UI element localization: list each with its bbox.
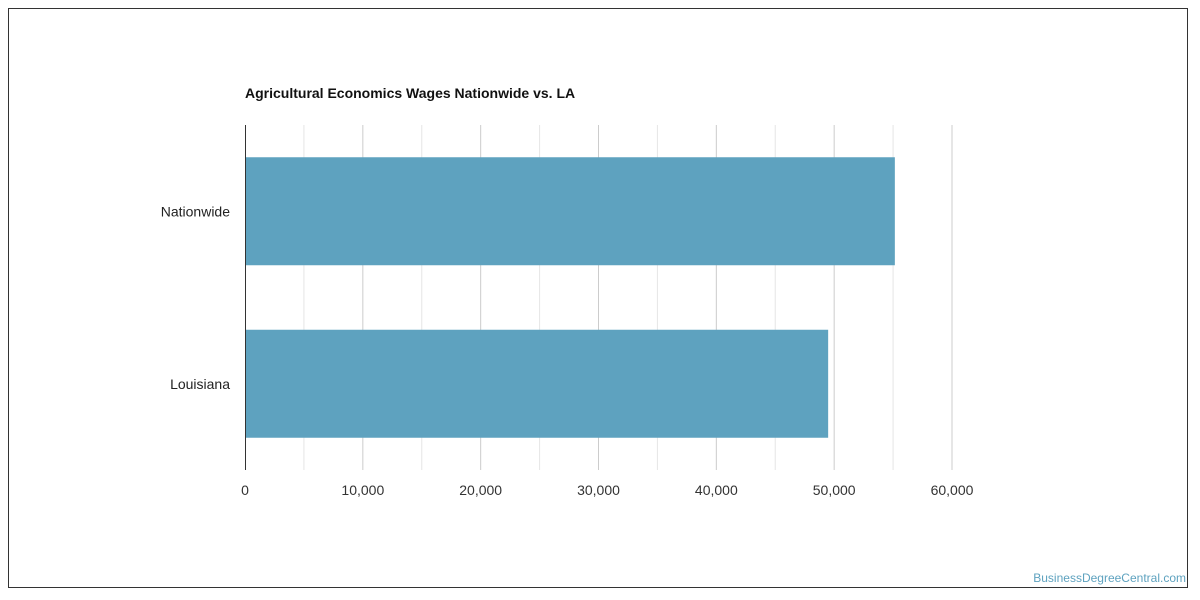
x-tick-label: 20,000 [459,482,502,498]
x-tick-label: 60,000 [931,482,974,498]
x-tick-label: 10,000 [341,482,384,498]
chart-title: Agricultural Economics Wages Nationwide … [245,85,576,101]
axis-labels: Nationwide Louisiana 0 10,000 20,000 30,000 40… [161,203,974,498]
bar-louisiana[interactable] [245,329,829,438]
x-tick-label: 0 [241,482,249,498]
category-label: Nationwide [161,203,230,219]
category-label: Louisiana [170,376,230,392]
x-tick-label: 50,000 [813,482,856,498]
site-watermark[interactable]: BusinessDegreeCentral.com [1033,571,1186,585]
x-tick-label: 40,000 [695,482,738,498]
x-tick-label: 30,000 [577,482,620,498]
bars [245,157,895,438]
bar-nationwide[interactable] [245,157,895,266]
